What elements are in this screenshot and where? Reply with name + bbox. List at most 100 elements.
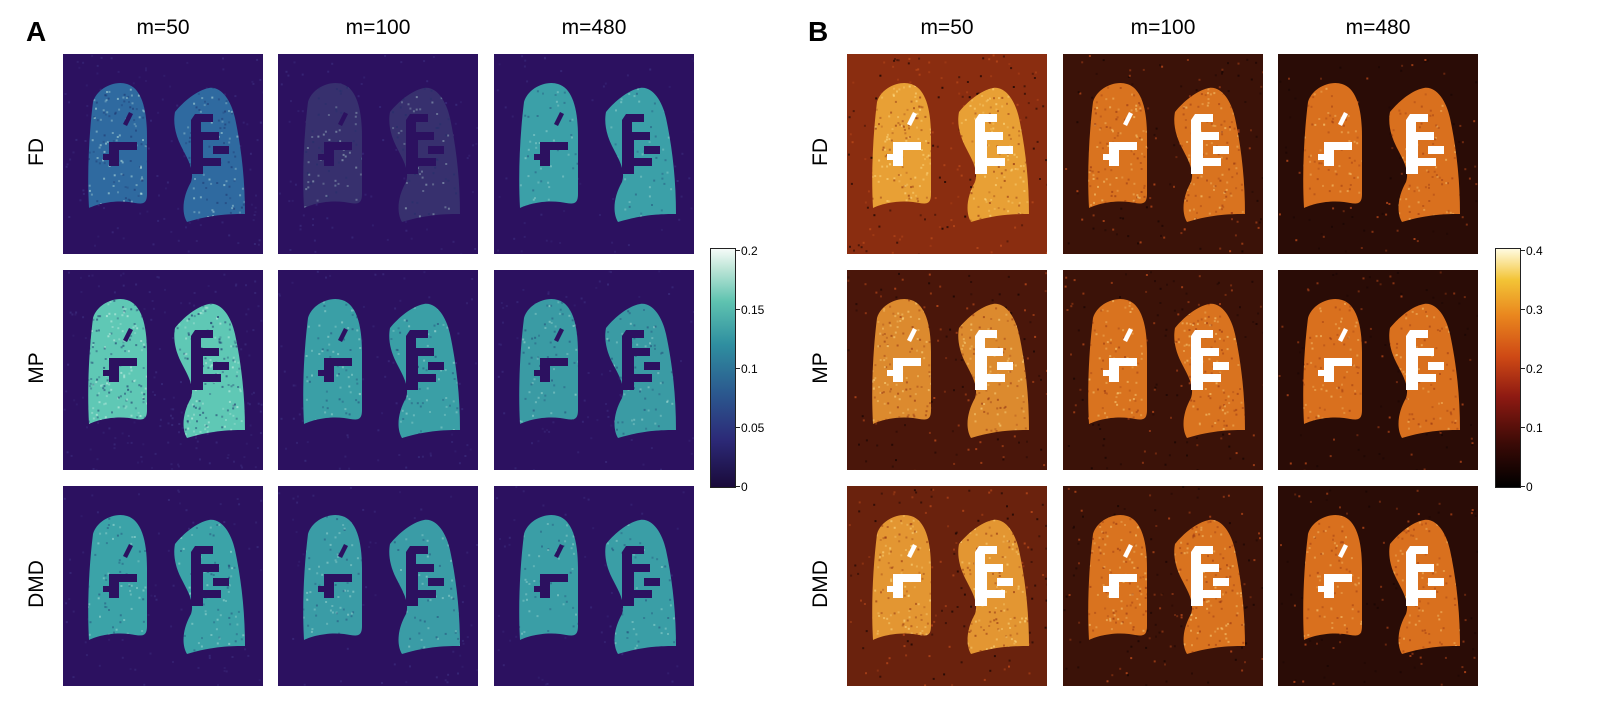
vessel-region (1191, 546, 1219, 606)
vessel-region (975, 546, 1003, 606)
vessel-region (893, 574, 921, 598)
vessel-region (1428, 146, 1444, 154)
lung-map-image (63, 486, 263, 686)
colorbar-tick (1521, 486, 1525, 487)
vessel-region (203, 158, 221, 166)
vessel-region (534, 154, 542, 160)
colorbar-tick (736, 368, 740, 369)
vessel-region (338, 328, 348, 342)
map-tile (494, 54, 694, 254)
vessel-region (406, 330, 434, 390)
vessel-region (622, 330, 650, 390)
vessel-region (1418, 158, 1436, 166)
vessel-region (203, 374, 221, 382)
vessel-region (1213, 578, 1229, 586)
vessel-region (634, 374, 652, 382)
vessel-region (428, 362, 444, 370)
vessel-region (975, 114, 1003, 174)
lung-map-image (494, 270, 694, 470)
vessel-region (213, 146, 229, 154)
colorbar-tick (736, 427, 740, 428)
lung-map-image (1063, 270, 1263, 470)
colorbar-tick (1521, 368, 1525, 369)
map-tile (494, 270, 694, 470)
column-label: m=480 (1345, 16, 1411, 39)
vessel-region (1103, 370, 1111, 376)
map-tile (1278, 270, 1478, 470)
vessel-region (324, 142, 352, 166)
vessel-region (406, 114, 434, 174)
vessel-region (1203, 374, 1221, 382)
lung-map-image (494, 486, 694, 686)
colorbar-tick-label: 0 (1526, 480, 1533, 494)
vessel-region (109, 142, 137, 166)
colorbar (710, 248, 736, 488)
vessel-region (1203, 158, 1221, 166)
vessel-region (1123, 544, 1133, 558)
vessel-region (1213, 146, 1229, 154)
vessel-region (1318, 370, 1326, 376)
vessel-region (1109, 142, 1137, 166)
vessel-region (554, 112, 564, 126)
vessel-region (406, 546, 434, 606)
vessel-region (534, 370, 542, 376)
vessel-region (887, 586, 895, 592)
vessel-region (887, 370, 895, 376)
vessel-region (1324, 142, 1352, 166)
row-label: FD (809, 138, 832, 166)
colorbar-tick (1521, 250, 1525, 251)
row-label: DMD (25, 560, 48, 608)
lung-map-image (1278, 54, 1478, 254)
vessel-region (987, 158, 1005, 166)
vessel-region (1103, 154, 1111, 160)
lung-map-image (278, 54, 478, 254)
vessel-region (1109, 574, 1137, 598)
lung-map-image (1278, 486, 1478, 686)
vessel-region (1418, 590, 1436, 598)
vessel-region (103, 370, 111, 376)
map-tile (278, 270, 478, 470)
vessel-region (1123, 112, 1133, 126)
colorbar-tick-label: 0.3 (1526, 303, 1543, 317)
vessel-region (318, 154, 326, 160)
vessel-region (634, 590, 652, 598)
vessel-region (1123, 328, 1133, 342)
vessel-region (893, 142, 921, 166)
vessel-region (1109, 358, 1137, 382)
colorbar-tick (1521, 427, 1525, 428)
lung-map-image (278, 270, 478, 470)
vessel-region (644, 578, 660, 586)
vessel-region (1428, 362, 1444, 370)
vessel-region (1406, 114, 1434, 174)
vessel-region (418, 374, 436, 382)
lung-map-image (494, 54, 694, 254)
vessel-region (1428, 578, 1444, 586)
vessel-region (1203, 590, 1221, 598)
vessel-region (634, 158, 652, 166)
column-label: m=50 (920, 16, 974, 39)
vessel-region (324, 574, 352, 598)
vessel-region (997, 362, 1013, 370)
row-label: FD (25, 138, 48, 166)
vessel-region (338, 112, 348, 126)
vessel-region (213, 362, 229, 370)
vessel-region (893, 358, 921, 382)
vessel-region (987, 590, 1005, 598)
vessel-region (554, 544, 564, 558)
map-tile (1278, 54, 1478, 254)
colorbar-tick (736, 309, 740, 310)
lung-map-image (1278, 270, 1478, 470)
vessel-region (109, 358, 137, 382)
vessel-region (1406, 546, 1434, 606)
lung-map-image (278, 486, 478, 686)
vessel-region (534, 586, 542, 592)
vessel-region (1324, 358, 1352, 382)
colorbar-tick-label: 0.2 (1526, 362, 1543, 376)
map-tile (847, 486, 1047, 686)
vessel-region (123, 544, 133, 558)
vessel-region (622, 546, 650, 606)
vessel-region (213, 578, 229, 586)
vessel-region (338, 544, 348, 558)
map-tile (847, 54, 1047, 254)
vessel-region (1338, 544, 1348, 558)
